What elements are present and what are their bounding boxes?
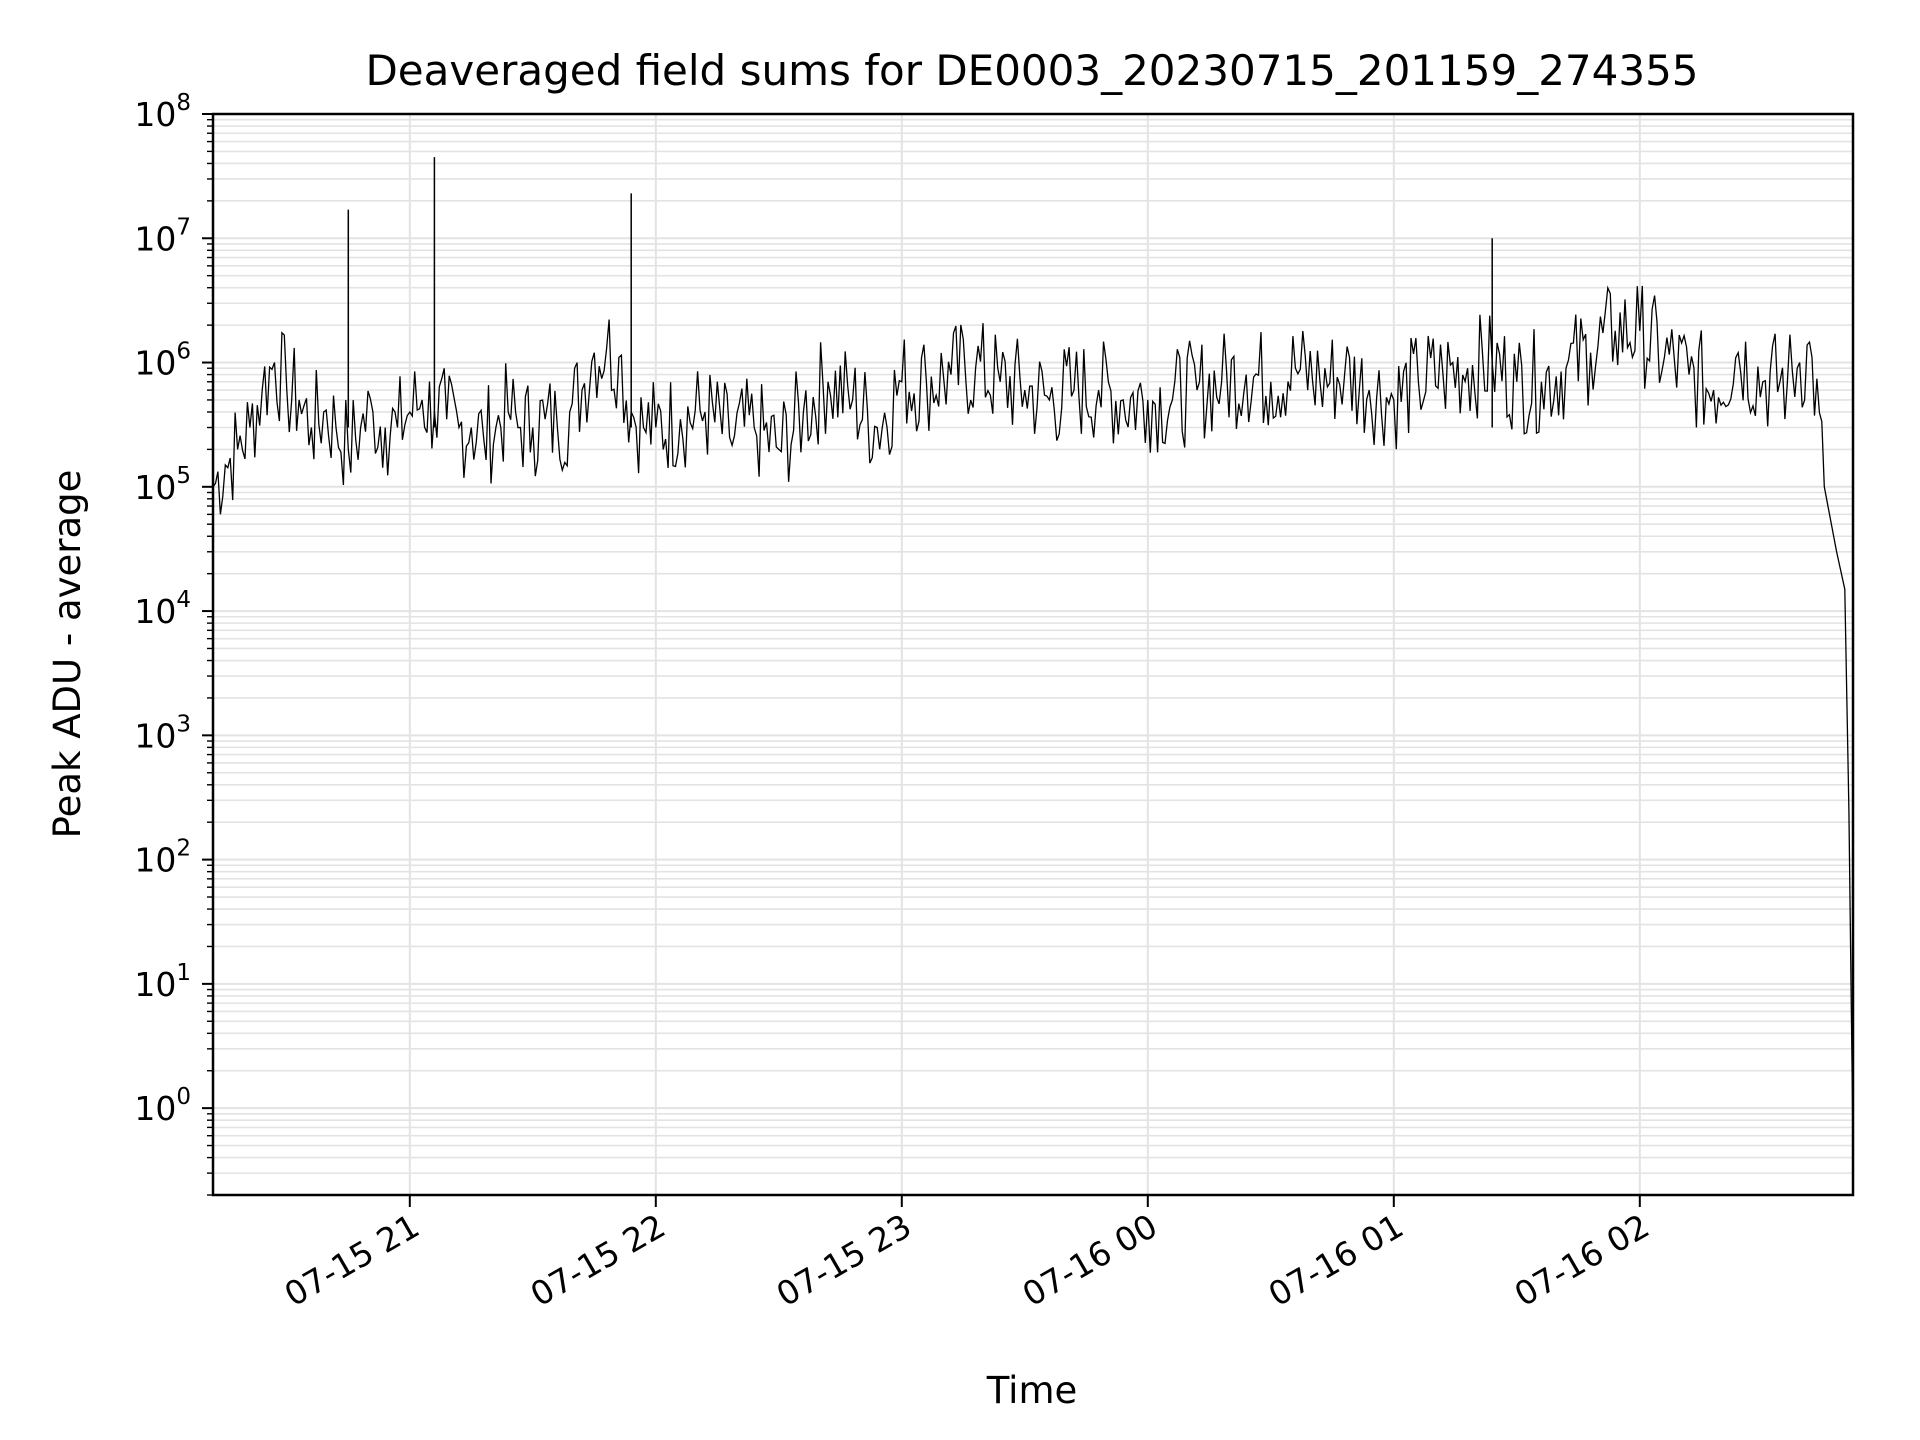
plot-frame xyxy=(211,112,1855,1197)
y-tick-label: 101 xyxy=(134,960,191,1004)
y-tick-label: 108 xyxy=(134,90,191,134)
x-tick-label: 07-15 22 xyxy=(524,1206,672,1314)
y-tick-label: 102 xyxy=(134,836,191,880)
y-axis: 100 101 102 103 104 105 106 107 108 xyxy=(134,90,213,1196)
y-tick-label: 104 xyxy=(134,587,191,631)
y-tick-label: 106 xyxy=(134,339,191,383)
x-axis: 07-15 21 07-15 22 07-15 23 07-16 00 07-16 01… xyxy=(278,1195,1656,1314)
x-axis-label: Time xyxy=(986,1369,1078,1412)
series-line xyxy=(212,285,1854,1146)
y-tick-label: 105 xyxy=(134,463,191,507)
x-tick-label: 07-16 02 xyxy=(1508,1206,1656,1314)
plot-area xyxy=(212,157,1854,1146)
y-tick-label: 100 xyxy=(134,1084,191,1128)
x-tick-label: 07-15 23 xyxy=(770,1206,918,1314)
grid xyxy=(213,113,1853,1196)
y-axis-label: Peak ADU - average xyxy=(46,470,89,839)
x-tick-label: 07-16 00 xyxy=(1016,1206,1164,1314)
y-tick-label: 103 xyxy=(134,711,191,755)
x-tick-label: 07-15 21 xyxy=(278,1206,426,1314)
y-tick-label: 107 xyxy=(134,214,191,258)
x-tick-label: 07-16 01 xyxy=(1262,1206,1410,1314)
chart-title: Deaveraged field sums for DE0003_2023071… xyxy=(365,46,1698,95)
